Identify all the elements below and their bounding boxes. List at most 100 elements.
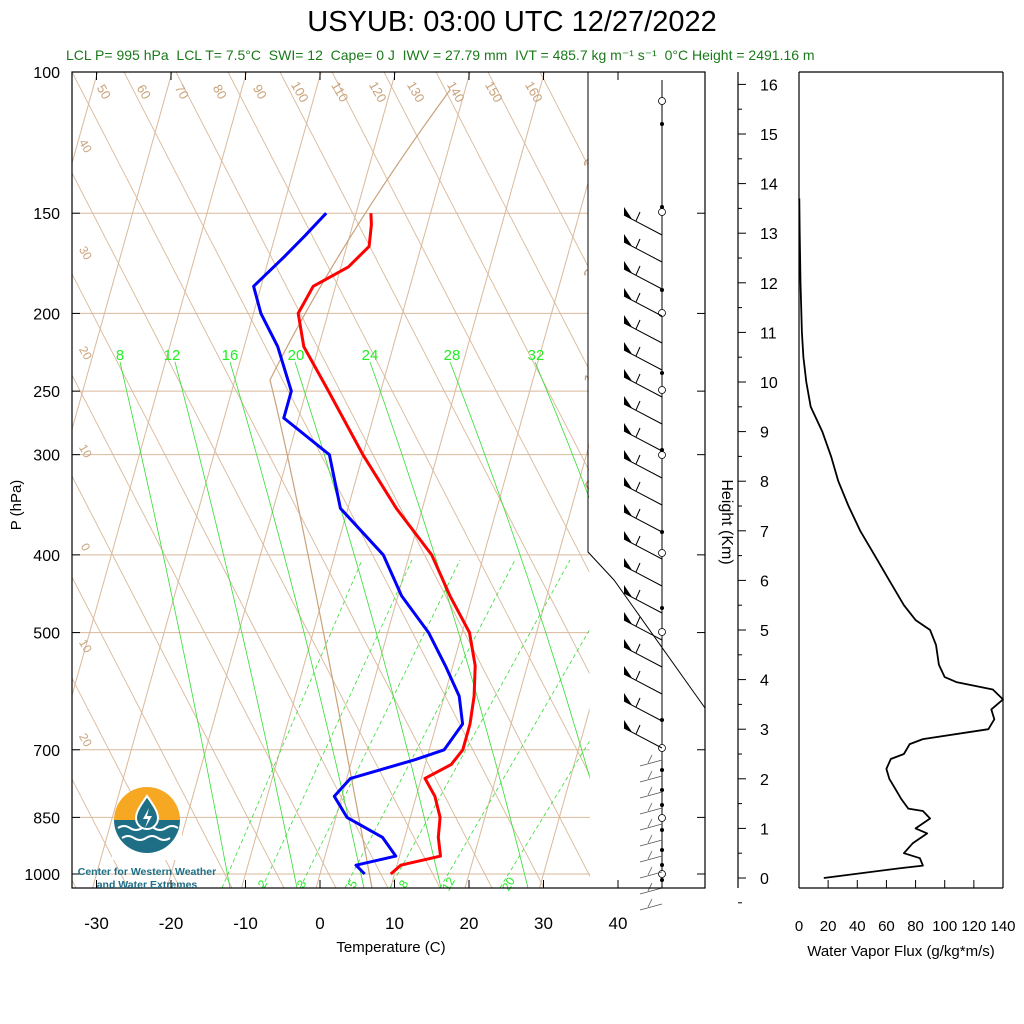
logo-text-line1: Center for Western Weather [78, 866, 216, 878]
wind-level-dot [660, 828, 664, 832]
wind-barb-flag [624, 639, 632, 651]
dry-adiabat-label: 140 [444, 79, 468, 105]
isotherm-label: 20 [76, 344, 95, 363]
wind-area-boundary [587, 72, 706, 709]
saturated-mixing-line [344, 559, 516, 888]
wind-barb-flag [624, 504, 632, 516]
isotherm-line [166, 72, 397, 888]
wind-barb-feather [635, 265, 641, 276]
mixing-ratio-label: 8 [116, 347, 124, 364]
wind-barb-flag [624, 207, 632, 219]
wind-level-dot [660, 205, 664, 209]
wind-barb-light-feather [647, 850, 653, 860]
isotherm-line [92, 72, 322, 888]
flux-x-tick-label: 60 [878, 918, 895, 935]
wind-level-dot [660, 606, 664, 610]
wind-barb-feather [635, 400, 641, 411]
wind-barb-staff [623, 511, 663, 533]
height-tick-label: 10 [760, 375, 778, 392]
wind-barb-feather [635, 508, 641, 519]
x-tick-label: -20 [159, 914, 184, 933]
wind-level-dot [660, 768, 664, 772]
y-tick-label: 300 [33, 448, 60, 465]
mixing-ratio-label: 12 [164, 347, 181, 364]
dry-adiabat-label: 150 [482, 79, 506, 105]
x-tick-label: 0 [315, 914, 324, 933]
x-tick-label: -30 [84, 914, 109, 933]
isotherm-line [0, 35, 33, 891]
height-marker [658, 549, 666, 557]
wind-barb-feather [635, 589, 641, 600]
wind-barb-feather [635, 454, 641, 465]
dry-adiabat-line [748, 72, 1024, 888]
wind-area-background [588, 72, 705, 888]
height-marker [658, 814, 666, 822]
wind-level-dot [660, 803, 664, 807]
height-tick-label: 9 [760, 425, 769, 442]
isotherm-line [241, 72, 471, 888]
isotherm-line [688, 827, 705, 888]
isotherm-label: 10 [76, 637, 95, 656]
dry-adiabat-line [72, 576, 233, 888]
height-marker [658, 870, 666, 878]
wind-barb-feather [635, 481, 641, 492]
wind-barb-light-feather [647, 802, 653, 812]
x-tick-label: 30 [534, 914, 553, 933]
mixing-ratio-line [229, 361, 365, 888]
mixing-ratio-bottom-label: 20 [499, 874, 518, 893]
flux-x-tick-label: 20 [820, 918, 837, 935]
wind-barb-staff [623, 376, 663, 398]
mixing-ratio-bottom-label: 12 [439, 874, 458, 893]
dry-adiabat-label: 80 [210, 82, 230, 102]
cape-value: Cape= 0 J [330, 47, 395, 63]
isotherm-label: 20 [76, 731, 95, 750]
lcl-temperature: LCL T= 7.5°C [176, 47, 261, 63]
wind-barb-light [639, 903, 663, 911]
flux-x-tick-label: 40 [849, 918, 866, 935]
wind-barb-light [639, 839, 663, 847]
wind-barb-staff [623, 592, 663, 614]
dry-adiabat-label: 60 [134, 82, 154, 102]
wind-barb-light [639, 855, 663, 863]
wind-level-dot [660, 878, 664, 882]
lightning-icon [143, 808, 152, 828]
parcel-path-line [269, 89, 451, 888]
dry-adiabat-line [72, 172, 441, 888]
wind-level-dot [660, 848, 664, 852]
height-tick-label: 15 [760, 127, 778, 144]
y-tick-label: 1000 [24, 867, 60, 884]
dry-adiabat-line [175, 72, 597, 888]
wind-barb-light [639, 759, 663, 767]
dry-adiabat-label: 160 [522, 79, 546, 105]
wind-barb-staff [623, 484, 663, 506]
height-tick-label: 8 [760, 474, 769, 491]
wind-barb-staff [623, 619, 663, 641]
ivt-value: IVT = 485.7 kg m⁻¹ s⁻¹ [515, 47, 657, 63]
wind-barb-light-feather [647, 834, 653, 844]
wind-barb-light-feather [647, 770, 653, 780]
dry-adiabat-label: 120 [366, 79, 390, 105]
isotherm-line [72, 72, 248, 698]
mixing-ratio-label: 20 [288, 347, 305, 364]
isotherm-label: 40 [76, 137, 95, 156]
wind-barb-flag [624, 342, 632, 354]
zero-c-height: 0°C Height = 2491.16 m [664, 47, 815, 63]
saturated-mixing-line [389, 559, 571, 888]
y-tick-label: 250 [33, 384, 60, 401]
iwv-value: IWV = 27.79 mm [402, 47, 508, 63]
wind-barb-staff [623, 646, 663, 668]
dry-adiabat-line [72, 72, 493, 888]
x-axis-label: Temperature (C) [336, 939, 445, 956]
height-tick-label: 12 [760, 276, 778, 293]
x-tick-label: 40 [609, 914, 628, 933]
wind-barb-feather [635, 670, 641, 681]
wind-barb-feather [635, 697, 641, 708]
mixing-ratio-label: 16 [222, 347, 239, 364]
wind-barb-staff [623, 268, 663, 290]
wind-barb-light [639, 871, 663, 879]
height-tick-label: 13 [760, 226, 778, 243]
isotherm-label: 0 [78, 541, 94, 554]
wind-barb-light-feather [647, 818, 653, 828]
